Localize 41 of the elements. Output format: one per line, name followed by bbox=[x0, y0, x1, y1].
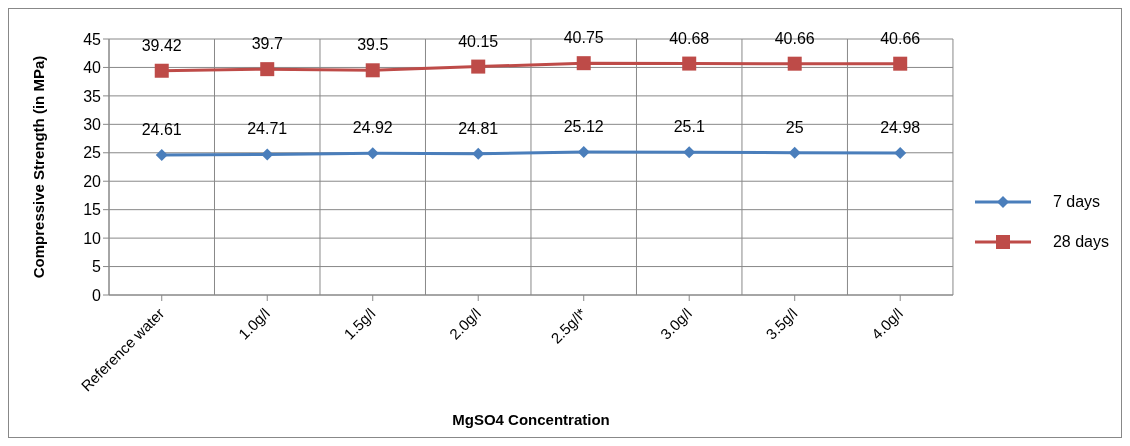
point bbox=[365, 63, 380, 78]
data-label: 24.81 bbox=[458, 119, 499, 137]
point bbox=[471, 59, 486, 74]
data-label: 39.7 bbox=[251, 35, 283, 53]
point bbox=[576, 56, 591, 71]
data-label: 24.92 bbox=[352, 119, 393, 137]
point bbox=[682, 56, 697, 71]
data-label: 39.5 bbox=[357, 36, 389, 54]
point bbox=[894, 146, 907, 159]
y-axis-title: Compressive Strength (in MPa) bbox=[30, 55, 48, 279]
data-label: 25 bbox=[785, 118, 804, 136]
data-label: 40.66 bbox=[880, 29, 921, 47]
point bbox=[155, 149, 168, 161]
x-axis-title: MgSO4 Concentration bbox=[452, 411, 610, 428]
data-label: 40.68 bbox=[669, 29, 710, 47]
point bbox=[260, 62, 275, 77]
point bbox=[788, 146, 801, 159]
y-tick-label: 20 bbox=[83, 172, 102, 190]
y-tick-label: 45 bbox=[83, 30, 102, 48]
data-label: 40.66 bbox=[774, 29, 815, 47]
y-tick-label: 0 bbox=[92, 286, 102, 304]
y-tick-label: 40 bbox=[83, 59, 102, 77]
y-tick-label: 30 bbox=[83, 116, 102, 134]
data-label: 39.42 bbox=[141, 36, 182, 54]
legend-label: 28 days bbox=[1052, 233, 1109, 251]
point bbox=[154, 63, 169, 78]
point bbox=[893, 56, 908, 71]
data-label: 24.98 bbox=[880, 118, 921, 136]
data-label: 40.15 bbox=[458, 32, 499, 50]
data-label: 40.75 bbox=[563, 29, 604, 47]
data-label: 25.1 bbox=[673, 118, 705, 136]
y-tick-label: 5 bbox=[92, 258, 102, 276]
data-label: 25.12 bbox=[563, 118, 604, 136]
y-tick-label: 25 bbox=[83, 144, 102, 162]
y-tick-label: 10 bbox=[83, 229, 102, 247]
point bbox=[787, 56, 802, 71]
data-label: 24.71 bbox=[247, 120, 288, 138]
y-tick-label: 15 bbox=[83, 201, 102, 219]
legend-label: 7 days bbox=[1052, 193, 1101, 211]
y-tick-label: 35 bbox=[83, 87, 102, 105]
data-label: 24.61 bbox=[141, 121, 182, 138]
